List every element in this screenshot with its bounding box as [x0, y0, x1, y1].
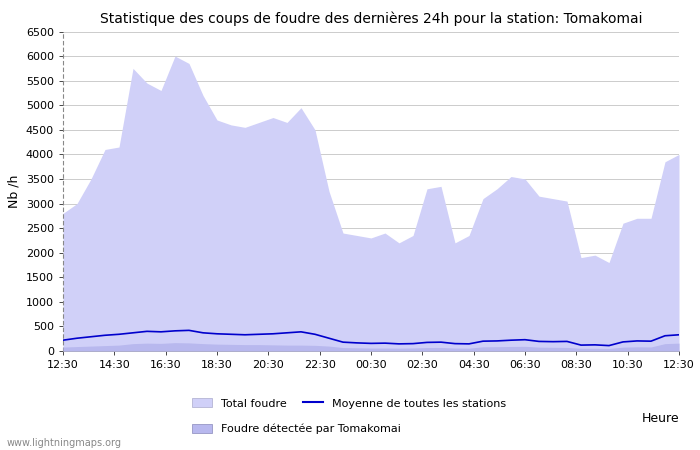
Y-axis label: Nb /h: Nb /h — [7, 175, 20, 208]
Text: www.lightningmaps.org: www.lightningmaps.org — [7, 438, 122, 448]
Legend: Foudre détectée par Tomakomai: Foudre détectée par Tomakomai — [192, 423, 400, 434]
Title: Statistique des coups de foudre des dernières 24h pour la station: Tomakomai: Statistique des coups de foudre des dern… — [99, 12, 643, 26]
Text: Heure: Heure — [641, 412, 679, 425]
